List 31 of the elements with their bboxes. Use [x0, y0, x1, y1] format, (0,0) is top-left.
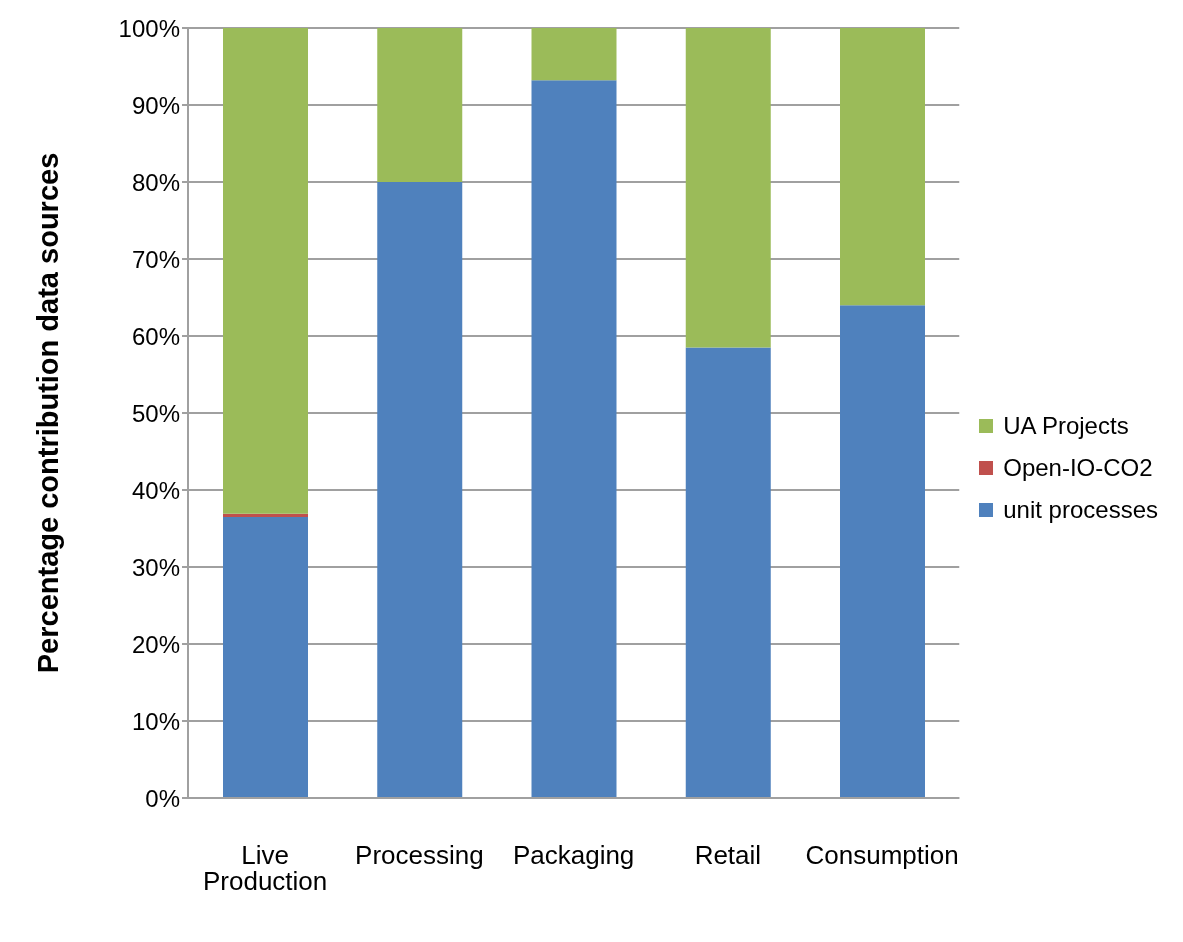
legend-label: unit processes — [1003, 496, 1158, 524]
y-tick-label: 10% — [131, 707, 180, 735]
bar — [377, 28, 463, 182]
bar — [531, 80, 617, 798]
y-tick-label: 60% — [131, 322, 180, 350]
bar — [223, 513, 308, 517]
x-tick-label: Consumption — [805, 840, 959, 871]
y-tick-label: 20% — [131, 630, 180, 658]
y-tick-label: 0% — [145, 784, 180, 812]
x-tick-label: Retail — [694, 840, 762, 871]
y-tick-label: 50% — [131, 399, 180, 427]
bar — [685, 28, 771, 348]
y-tick-label: 100% — [118, 14, 180, 42]
x-tick-label: Live Production — [202, 840, 328, 897]
legend-label: Open-IO-CO2 — [1003, 454, 1153, 482]
y-tick-label: 30% — [131, 553, 180, 581]
bar — [840, 28, 925, 306]
bar — [377, 182, 463, 798]
y-tick-label: 70% — [131, 245, 180, 273]
x-tick-label: Processing — [355, 840, 484, 871]
x-tick-label: Packaging — [512, 840, 635, 871]
bar — [840, 305, 925, 798]
bar — [531, 28, 617, 81]
bar — [223, 28, 308, 514]
y-tick-label: 90% — [131, 91, 180, 119]
y-tick-label: 40% — [131, 476, 180, 504]
bar — [223, 516, 308, 798]
legend-label: UA Projects — [1003, 412, 1129, 440]
y-tick-label: 80% — [131, 168, 180, 196]
bar — [685, 347, 771, 798]
y-axis-title: Percentage contribution data sources — [32, 152, 65, 674]
